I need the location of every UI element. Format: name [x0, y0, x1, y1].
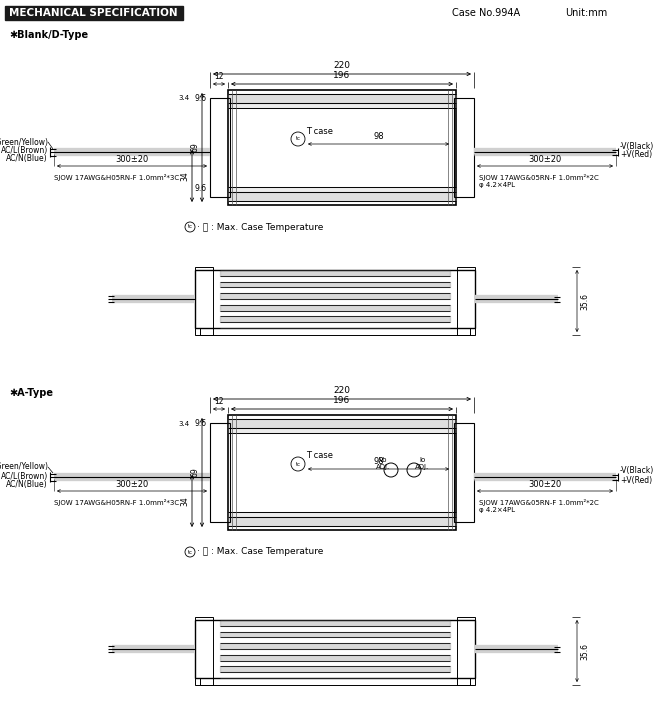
Text: φ 4.2×4PL: φ 4.2×4PL — [479, 182, 515, 188]
Bar — [454, 98, 474, 197]
Bar — [200, 328, 470, 335]
Bar — [457, 617, 475, 685]
Text: 69: 69 — [190, 467, 199, 477]
Text: · Ⓣ : Max. Case Temperature: · Ⓣ : Max. Case Temperature — [197, 223, 324, 231]
Text: Vo: Vo — [379, 457, 387, 463]
Text: 69: 69 — [190, 142, 199, 152]
Bar — [195, 270, 475, 328]
Text: 9.6: 9.6 — [195, 419, 207, 428]
Text: AC/L(Brown): AC/L(Brown) — [1, 472, 48, 481]
Bar — [200, 678, 470, 685]
Text: 300±20: 300±20 — [115, 480, 149, 489]
Text: SJOW 17AWG&05RN-F 1.0mm²*2C: SJOW 17AWG&05RN-F 1.0mm²*2C — [479, 174, 599, 181]
Text: AC/N(Blue): AC/N(Blue) — [7, 154, 48, 164]
Bar — [5, 6, 183, 20]
Text: FG⊕(Green/Yellow): FG⊕(Green/Yellow) — [0, 462, 48, 472]
Text: MECHANICAL SPECIFICATION: MECHANICAL SPECIFICATION — [9, 8, 178, 18]
Text: tc: tc — [188, 549, 192, 555]
Text: SJOW 17AWG&H05RN-F 1.0mm²*3C: SJOW 17AWG&H05RN-F 1.0mm²*3C — [54, 499, 179, 506]
Text: +V(Red): +V(Red) — [620, 150, 652, 159]
Text: 3.4: 3.4 — [179, 420, 190, 427]
Text: 34: 34 — [180, 171, 189, 181]
Text: 220: 220 — [334, 386, 350, 395]
Text: ADJ.: ADJ. — [376, 464, 390, 470]
Text: tc: tc — [295, 462, 301, 467]
Text: -V(Black): -V(Black) — [620, 467, 654, 475]
Text: +V(Red): +V(Red) — [620, 475, 652, 484]
Text: 3.4: 3.4 — [179, 95, 190, 102]
Text: Io: Io — [419, 457, 425, 463]
Text: 98: 98 — [373, 457, 384, 466]
Text: 9.6: 9.6 — [195, 184, 207, 193]
Text: · Ⓣ : Max. Case Temperature: · Ⓣ : Max. Case Temperature — [197, 548, 324, 556]
Text: AC/N(Blue): AC/N(Blue) — [7, 479, 48, 489]
Bar — [454, 423, 474, 522]
Text: 196: 196 — [334, 396, 350, 405]
Bar — [210, 423, 230, 522]
Text: Case No.994A: Case No.994A — [452, 8, 520, 18]
Text: 34: 34 — [180, 496, 189, 506]
Text: T case: T case — [306, 451, 333, 460]
Text: 9.6: 9.6 — [195, 94, 207, 103]
Text: 35.6: 35.6 — [580, 642, 589, 659]
Text: ADJ.: ADJ. — [415, 464, 429, 470]
Bar — [228, 90, 456, 205]
Bar — [195, 617, 213, 685]
Text: 300±20: 300±20 — [529, 155, 561, 164]
Text: T case: T case — [306, 126, 333, 135]
Bar — [210, 98, 230, 197]
Text: 12: 12 — [214, 72, 224, 81]
Text: FG⊕(Green/Yellow): FG⊕(Green/Yellow) — [0, 137, 48, 147]
Text: 98: 98 — [373, 132, 384, 141]
Text: AC/L(Brown): AC/L(Brown) — [1, 147, 48, 156]
Text: ✱Blank/D-Type: ✱Blank/D-Type — [9, 30, 88, 40]
Text: 35.6: 35.6 — [580, 293, 589, 309]
Bar — [195, 267, 213, 335]
Text: SJOW 17AWG&05RN-F 1.0mm²*2C: SJOW 17AWG&05RN-F 1.0mm²*2C — [479, 499, 599, 506]
Bar — [195, 620, 475, 678]
Text: 300±20: 300±20 — [529, 480, 561, 489]
Text: tc: tc — [188, 224, 192, 230]
Text: Unit:mm: Unit:mm — [565, 8, 607, 18]
Bar — [228, 415, 456, 530]
Bar — [457, 267, 475, 335]
Text: 220: 220 — [334, 61, 350, 70]
Text: 300±20: 300±20 — [115, 155, 149, 164]
Text: ✱A-Type: ✱A-Type — [9, 388, 53, 398]
Text: tc: tc — [295, 137, 301, 142]
Text: φ 4.2×4PL: φ 4.2×4PL — [479, 507, 515, 513]
Text: -V(Black): -V(Black) — [620, 142, 654, 150]
Text: 12: 12 — [214, 397, 224, 406]
Text: SJOW 17AWG&H05RN-F 1.0mm²*3C: SJOW 17AWG&H05RN-F 1.0mm²*3C — [54, 174, 179, 181]
Text: 196: 196 — [334, 71, 350, 80]
